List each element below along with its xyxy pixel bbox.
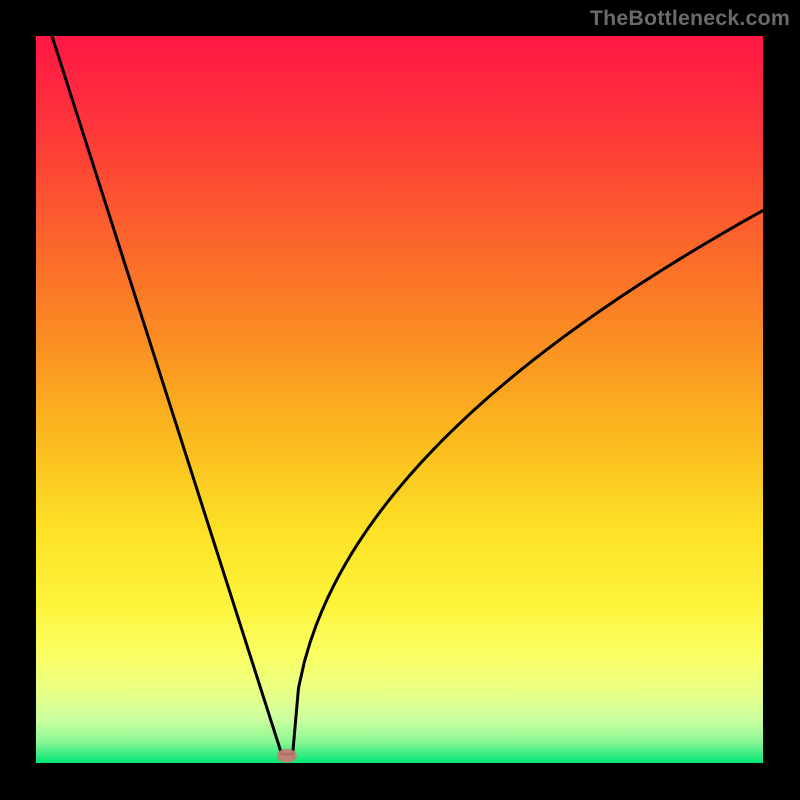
chart-container: TheBottleneck.com — [0, 0, 800, 800]
bottleneck-chart — [0, 0, 800, 800]
plot-background — [36, 36, 763, 763]
ideal-point-marker — [277, 749, 297, 763]
watermark-text: TheBottleneck.com — [590, 6, 790, 31]
